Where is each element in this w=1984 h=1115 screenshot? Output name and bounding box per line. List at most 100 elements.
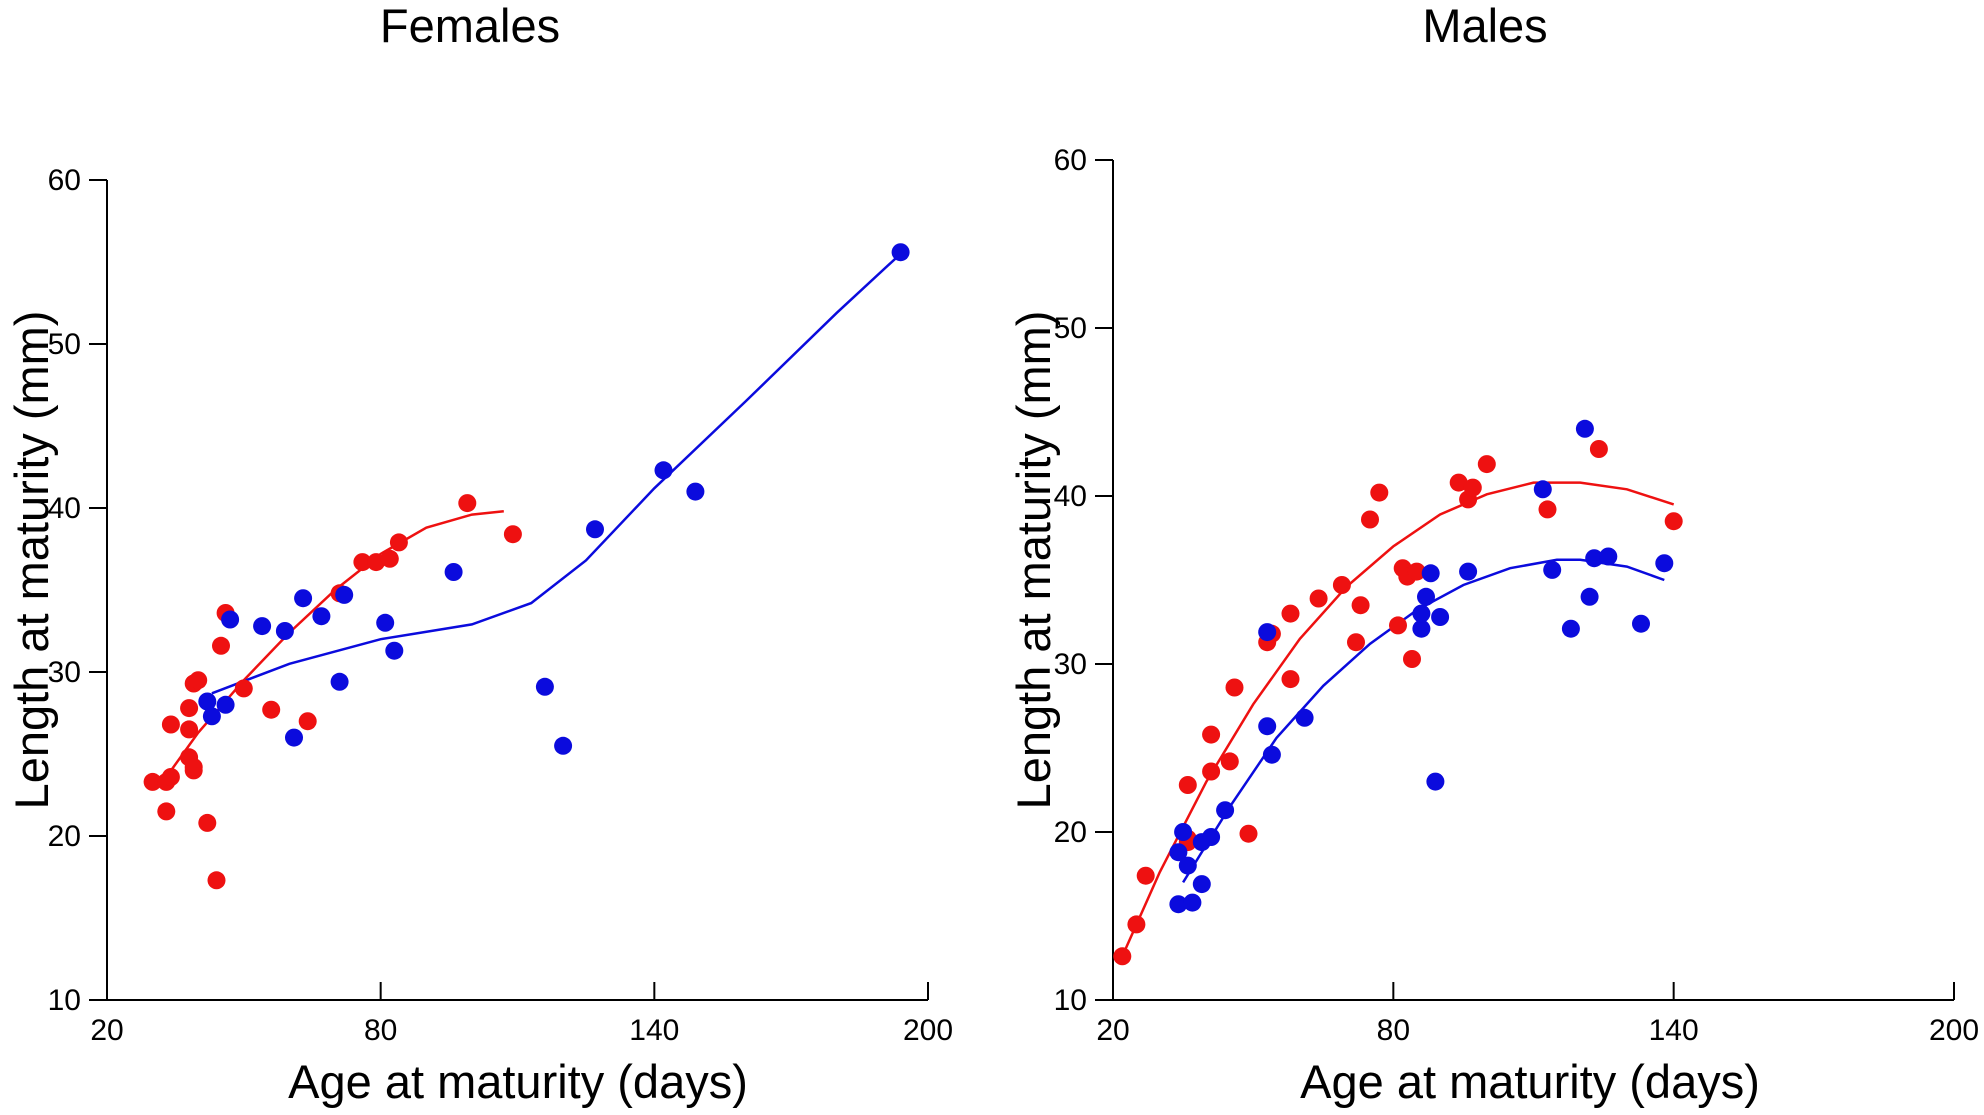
females-red-point bbox=[180, 720, 199, 739]
males-blue-point bbox=[1202, 828, 1221, 846]
females-red-point bbox=[298, 712, 317, 731]
males-red-point bbox=[1136, 866, 1155, 885]
males-points bbox=[1113, 419, 1683, 966]
males-blue-point bbox=[1258, 623, 1277, 642]
males-blue-point bbox=[1412, 604, 1431, 623]
males-red-point bbox=[1370, 483, 1389, 502]
females-blue-point bbox=[202, 707, 221, 726]
males-red-point bbox=[1389, 616, 1407, 635]
males-blue-point bbox=[1426, 772, 1445, 791]
males-blue-point bbox=[1192, 875, 1211, 894]
males-axes: 10 20 30 40 50 60 20 80 140 200 bbox=[1054, 144, 1979, 1047]
males-red-point bbox=[1281, 670, 1300, 689]
females-blue-point bbox=[330, 672, 349, 691]
males-blue-point bbox=[1575, 419, 1594, 438]
males-blue-point bbox=[1543, 560, 1562, 579]
females-red-point bbox=[262, 700, 281, 719]
males-y-tick-label: 20 bbox=[1054, 816, 1087, 849]
males-blue-point bbox=[1459, 562, 1478, 581]
males-blue-point bbox=[1585, 549, 1604, 568]
females-red-point bbox=[161, 715, 180, 734]
females-blue-point bbox=[294, 589, 313, 608]
males-red-point bbox=[1477, 455, 1496, 474]
females-y-tick-label: 30 bbox=[48, 656, 81, 689]
males-red-point bbox=[1225, 678, 1244, 697]
females-red-point bbox=[503, 525, 522, 544]
females-blue-point bbox=[385, 641, 404, 660]
males-y-tick-label: 60 bbox=[1054, 144, 1087, 177]
males-y-axis-label: Length at maturity (mm) bbox=[1007, 311, 1060, 810]
females-title: Females bbox=[380, 0, 560, 52]
males-title: Males bbox=[1422, 0, 1547, 52]
males-red-point bbox=[1113, 947, 1132, 966]
females-y-tick-label: 10 bbox=[48, 984, 81, 1017]
females-red-point bbox=[157, 802, 176, 821]
males-blue-point bbox=[1183, 893, 1202, 912]
males-x-axis-label: Age at maturity (days) bbox=[1300, 1055, 1760, 1108]
females-blue-point bbox=[221, 610, 240, 629]
males-red-point bbox=[1202, 762, 1221, 781]
females-red-point bbox=[353, 553, 372, 572]
males-y-tick-label: 40 bbox=[1054, 480, 1087, 513]
females-red-point bbox=[234, 679, 253, 698]
females-x-tick-label: 20 bbox=[90, 1014, 123, 1047]
males-x-tick-label: 80 bbox=[1377, 1014, 1410, 1047]
males-red-trend-line bbox=[1121, 481, 1675, 957]
males-red-point bbox=[1403, 650, 1421, 668]
females-axes: 10 20 30 40 50 60 20 80 140 200 bbox=[48, 164, 953, 1047]
males-x-tick-label: 20 bbox=[1096, 1014, 1129, 1047]
females-red-point bbox=[161, 768, 180, 786]
males-blue-point bbox=[1421, 564, 1440, 583]
males-x-tick-label: 200 bbox=[1929, 1014, 1979, 1047]
females-blue-point bbox=[444, 563, 463, 581]
females-blue-point bbox=[285, 728, 303, 747]
males-red-point bbox=[1127, 915, 1146, 934]
females-y-axis-label: Length at maturity (mm) bbox=[5, 311, 58, 810]
females-blue-point bbox=[891, 243, 910, 262]
females-x-tick-label: 200 bbox=[903, 1014, 953, 1047]
females-y-tick-label: 50 bbox=[48, 328, 81, 361]
females-blue-point bbox=[253, 617, 272, 636]
males-blue-point bbox=[1431, 608, 1450, 626]
females-red-point bbox=[143, 772, 162, 791]
females-blue-point bbox=[275, 622, 294, 640]
females-y-tick-label: 20 bbox=[48, 820, 81, 853]
females-blue-point bbox=[686, 482, 705, 501]
males-red-point bbox=[1281, 604, 1300, 623]
males-blue-point bbox=[1169, 895, 1188, 914]
males-blue-point bbox=[1561, 619, 1580, 638]
females-red-point bbox=[367, 553, 386, 572]
females-x-tick-label: 140 bbox=[629, 1014, 679, 1047]
males-red-point bbox=[1664, 512, 1683, 531]
males-red-point bbox=[1463, 478, 1482, 497]
females-blue-point bbox=[216, 695, 235, 714]
females-blue-point bbox=[198, 692, 217, 711]
females-red-point bbox=[180, 699, 199, 718]
females-blue-point bbox=[535, 677, 554, 696]
males-red-point bbox=[1538, 500, 1557, 519]
males-blue-point bbox=[1169, 843, 1188, 862]
males-blue-point bbox=[1655, 554, 1674, 573]
females-y-tick-label: 40 bbox=[48, 492, 81, 525]
females-blue-point bbox=[312, 607, 331, 626]
females-blue-point bbox=[586, 520, 604, 539]
females-red-point bbox=[184, 758, 203, 777]
males-blue-point bbox=[1533, 480, 1552, 499]
females-red-point bbox=[198, 813, 217, 832]
males-blue-point bbox=[1417, 587, 1435, 606]
males-y-tick-label: 50 bbox=[1054, 312, 1087, 345]
males-blue-point bbox=[1258, 717, 1277, 736]
females-red-point bbox=[189, 671, 208, 690]
males-blue-point bbox=[1174, 823, 1193, 841]
males-red-point bbox=[1202, 725, 1221, 744]
males-red-point bbox=[1407, 562, 1426, 581]
males-blue-point bbox=[1295, 708, 1314, 727]
females-red-point bbox=[380, 549, 399, 568]
females-blue-trend-line bbox=[211, 252, 902, 695]
females-red-point bbox=[207, 871, 226, 890]
females-points bbox=[143, 243, 910, 890]
males-red-point bbox=[1589, 440, 1608, 458]
females-red-point bbox=[458, 494, 477, 513]
males-blue-point bbox=[1599, 547, 1618, 566]
